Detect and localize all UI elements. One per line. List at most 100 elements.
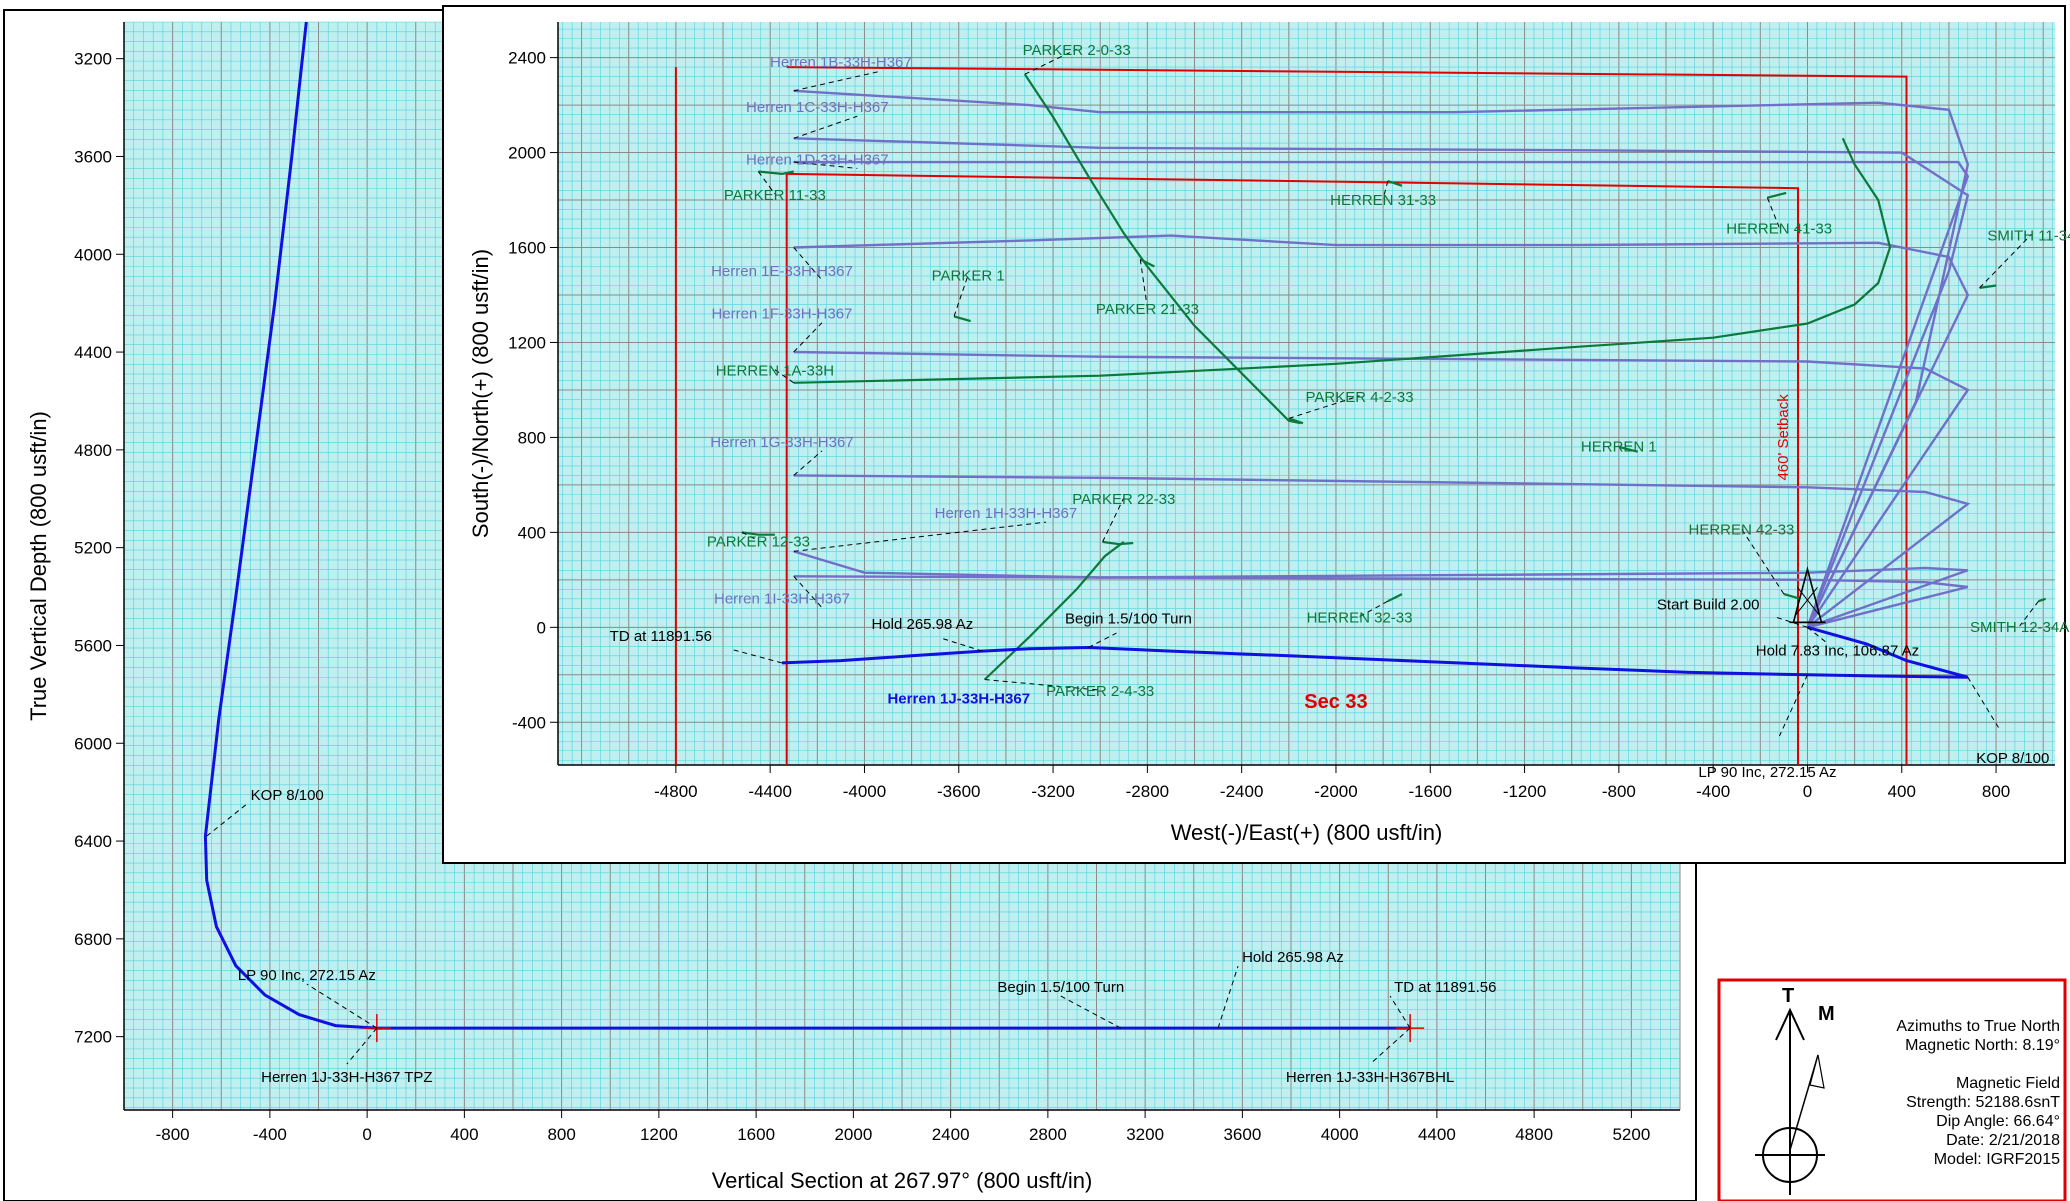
- pv-x-tick-label: -1200: [1503, 782, 1546, 801]
- pv-annotation-label: LP 90 Inc, 272.15 Az: [1698, 764, 1836, 781]
- vs-wellpath-line: [203, 21, 1411, 1030]
- pv-x-tick-label: -400: [1696, 782, 1730, 801]
- pv-offset-leader: [793, 322, 823, 353]
- pv-green-well-line: [1618, 445, 1638, 453]
- pv-green-well-label: HERREN 1A-33H: [716, 363, 834, 380]
- pv-main-well-label: Herren 1J-33H-H367: [887, 690, 1030, 707]
- pv-y-tick-label: 800: [518, 428, 546, 447]
- pv-green-well-label: HERREN 42-33: [1689, 522, 1795, 539]
- pv-x-tick-label: -1600: [1409, 782, 1452, 801]
- pv-y-tick-label: 1600: [508, 239, 546, 258]
- pv-green-well-label: SMITH 11-34: [1987, 227, 2070, 244]
- rig-brace: [1797, 587, 1820, 616]
- pv-green-leader: [984, 679, 1101, 691]
- pv-green-well-line: [1387, 179, 1403, 187]
- pv-y-axis-title: South(-)/North(+) (800 usft/in): [468, 249, 493, 538]
- vs-y-tick-label: 5600: [74, 636, 112, 655]
- pv-y-tick-label: 1200: [508, 333, 546, 352]
- vs-x-tick-label: 4800: [1515, 1125, 1553, 1144]
- pv-x-axis-title: West(-)/East(+) (800 usft/in): [1171, 820, 1443, 845]
- pv-green-well-label: PARKER 21-33: [1096, 301, 1199, 318]
- vs-annotation-leader: [306, 983, 378, 1029]
- legend-line: Dip Angle: 66.64°: [1936, 1113, 2060, 1130]
- pv-annotation-leader: [1967, 676, 2000, 730]
- pv-offset-well-line: [793, 234, 1970, 628]
- pv-green-leader: [1102, 497, 1125, 543]
- vs-x-axis-title: Vertical Section at 267.97° (800 usft/in…: [712, 1168, 1093, 1193]
- vs-y-tick-label: 7200: [74, 1028, 112, 1047]
- vs-annotation-label: Begin 1.5/100 Turn: [997, 979, 1124, 996]
- pv-plot-area: [558, 22, 2055, 765]
- pv-green-leader: [1288, 395, 1360, 419]
- pv-green-well-line: [793, 137, 1892, 384]
- pv-x-tick-label: -2000: [1314, 782, 1357, 801]
- legend-border: [1717, 978, 2067, 1201]
- vs-annotation-leader: [1389, 995, 1411, 1029]
- vs-y-tick-label: 6000: [74, 734, 112, 753]
- legend-line: Strength: 52188.6snT: [1906, 1094, 2060, 1111]
- magnetic-north-label: M: [1818, 1003, 1835, 1025]
- pv-offset-well-line: [793, 575, 1969, 629]
- pv-setback-line: [786, 66, 1908, 765]
- pv-offset-well-label: Herren 1H-33H-H367: [935, 505, 1078, 522]
- pv-x-tick-label: -3200: [1031, 782, 1074, 801]
- vs-x-tick-label: 5200: [1612, 1125, 1650, 1144]
- pv-green-well-line: [1783, 593, 1801, 600]
- pv-offset-well-line: [793, 137, 1970, 628]
- pv-x-tick-label: -4400: [748, 782, 791, 801]
- pv-green-well-line: [1767, 191, 1787, 199]
- pv-annotation-leader: [1807, 626, 1829, 645]
- pv-x-tick-label: -4000: [843, 782, 886, 801]
- vs-annotation-label: LP 90 Inc, 272.15 Az: [238, 967, 376, 984]
- pv-y-tick-label: 0: [537, 618, 546, 637]
- vs-annotation-label: TD at 11891.56: [1394, 979, 1496, 996]
- pv-offset-leader: [793, 521, 1046, 552]
- pv-offset-well-label: Herren 1G-33H-H367: [710, 434, 853, 451]
- pv-offset-well-line: [793, 89, 1970, 628]
- pv-x-tick-label: 800: [1982, 782, 2010, 801]
- pv-y-tick-label: -400: [512, 713, 546, 732]
- pv-green-well-line: [1023, 73, 1301, 425]
- pv-green-leader: [774, 369, 795, 384]
- vs-x-tick-label: 1200: [640, 1125, 678, 1144]
- pv-annotation-label: KOP 8/100: [1976, 750, 2049, 767]
- vs-y-tick-label: 3600: [74, 147, 112, 166]
- vs-annotation-label: Herren 1J-33H-H367 TPZ: [261, 1069, 432, 1086]
- pv-main-well-line: [781, 625, 1969, 679]
- north-arrow-icon: [1755, 1007, 1825, 1195]
- pv-green-well-label: HERREN 1: [1581, 439, 1657, 456]
- pv-green-leader: [741, 531, 759, 542]
- vs-x-tick-label: 800: [547, 1125, 575, 1144]
- vs-annotation-label: KOP 8/100: [251, 787, 324, 804]
- vs-x-tick-label: 2400: [932, 1125, 970, 1144]
- vs-x-tick-label: 3600: [1223, 1125, 1261, 1144]
- pv-y-tick-label: 400: [518, 523, 546, 542]
- pv-green-well-label: PARKER 11-33: [724, 187, 826, 204]
- section-label: Sec 33: [1304, 691, 1367, 713]
- pv-offset-well-label: Herren 1B-33H-H367: [770, 54, 912, 71]
- legend-line: Azimuths to True North: [1896, 1018, 2060, 1035]
- pv-offset-leader: [793, 247, 823, 281]
- vs-y-tick-label: 4800: [74, 441, 112, 460]
- vs-x-tick-label: 2000: [834, 1125, 872, 1144]
- legend-line: Date: 2/21/2018: [1946, 1132, 2060, 1149]
- pv-green-well-line: [758, 170, 794, 176]
- pv-y-tick-label: 2400: [508, 49, 546, 68]
- pv-green-well-line: [1387, 593, 1403, 603]
- pv-x-tick-label: 400: [1888, 782, 1916, 801]
- pv-green-leader: [1382, 180, 1389, 199]
- vs-x-tick-label: 1600: [737, 1125, 775, 1144]
- pv-green-well-line: [983, 541, 1125, 681]
- pv-offset-leader: [793, 450, 823, 476]
- pv-green-well-line: [741, 531, 775, 536]
- pv-x-tick-label: -800: [1602, 782, 1636, 801]
- legend-text-block: Azimuths to True North Magnetic North: 8.…: [1896, 1018, 2060, 1168]
- pv-green-leader: [1024, 48, 1077, 75]
- vs-x-tick-label: 4400: [1418, 1125, 1456, 1144]
- legend-line: Magnetic Field: [1956, 1075, 2060, 1092]
- pv-offset-leader: [793, 70, 882, 92]
- pv-green-well-label: PARKER 22-33: [1072, 491, 1175, 508]
- pv-y-tick-label: 2000: [508, 144, 546, 163]
- pv-offset-well-label: Herren 1I-33H-H367: [714, 591, 850, 608]
- vs-y-tick-label: 6400: [74, 832, 112, 851]
